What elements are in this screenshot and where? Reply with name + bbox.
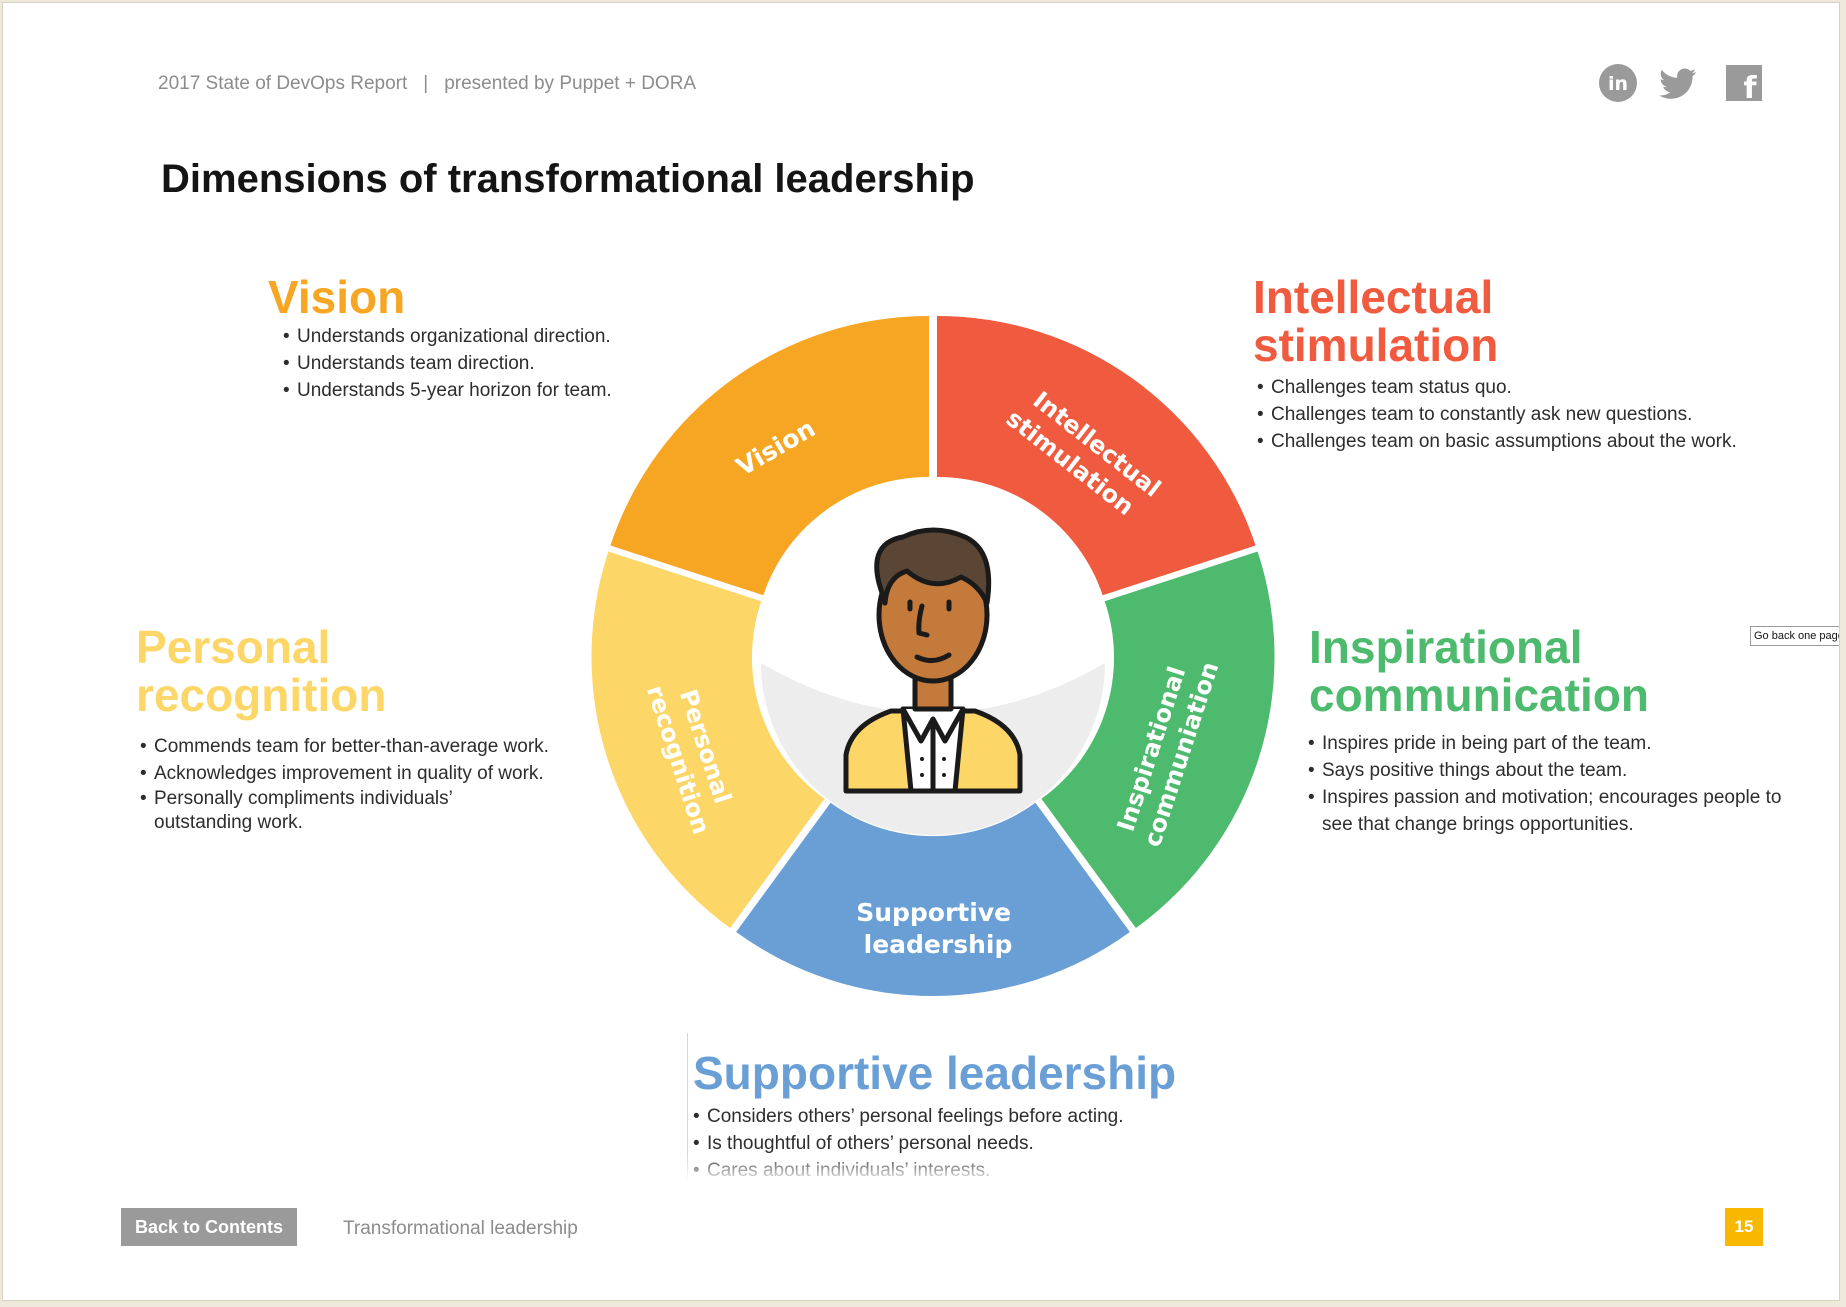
facebook-glyph: f xyxy=(1743,71,1757,101)
list-item: Inspires passion and motivation; encoura… xyxy=(1308,784,1792,838)
inspirational-bullets: Inspires pride in being part of the team… xyxy=(1308,730,1792,838)
vision-heading-text: Vision xyxy=(268,271,406,323)
personal-heading-line1: Personal xyxy=(136,621,331,673)
intellectual-heading-line2: stimulation xyxy=(1253,319,1499,371)
vision-heading: Vision xyxy=(268,273,405,321)
personal-heading-line2: recognition xyxy=(136,669,387,721)
page-number: 15 xyxy=(1725,1208,1763,1246)
linkedin-glyph: in xyxy=(1608,73,1628,95)
list-item: Acknowledges improvement in quality of w… xyxy=(140,760,590,787)
intellectual-heading: Intellectual stimulation xyxy=(1253,273,1498,369)
intellectual-heading-line1: Intellectual xyxy=(1253,271,1494,323)
list-item: Is thoughtful of others’ personal needs. xyxy=(693,1130,1123,1157)
list-item: Understands organizational direction. xyxy=(283,323,612,350)
wheel-segment-vision xyxy=(610,315,929,596)
leader-avatar-icon xyxy=(843,527,1023,794)
wheel-segment-intellectual xyxy=(937,315,1256,596)
vision-bullets: Understands organizational direction. Un… xyxy=(283,323,612,404)
list-item: Personally compliments individuals’ outs… xyxy=(140,787,494,835)
list-item: Understands team direction. xyxy=(283,350,612,377)
list-item: Says positive things about the team. xyxy=(1308,757,1792,784)
inspirational-heading: Inspirational communication xyxy=(1309,623,1649,719)
section-name: Transformational leadership xyxy=(343,1218,578,1239)
wheel-segment-inspirational xyxy=(1041,551,1275,928)
report-presenter: presented by Puppet + DORA xyxy=(444,73,697,94)
wheel-segment-personal xyxy=(591,551,825,928)
facebook-icon[interactable]: f xyxy=(1726,65,1762,101)
linkedin-icon[interactable]: in xyxy=(1598,63,1638,103)
wheel-segment-supportive xyxy=(736,802,1130,996)
back-to-contents-button[interactable]: Back to Contents xyxy=(121,1208,297,1246)
inspirational-heading-line1: Inspirational xyxy=(1309,621,1583,673)
list-item: Challenges team on basic assumptions abo… xyxy=(1257,428,1737,455)
intellectual-bullets: Challenges team status quo. Challenges t… xyxy=(1257,374,1737,455)
header-separator: | xyxy=(423,73,429,94)
report-header: 2017 State of DevOps Report | presented by… xyxy=(158,73,696,95)
twitter-icon[interactable] xyxy=(1658,63,1698,103)
supportive-heading: Supportive leadership xyxy=(693,1049,1176,1097)
supportive-heading-text: Supportive leadership xyxy=(693,1047,1177,1099)
list-item: Challenges team status quo. xyxy=(1257,374,1737,401)
divider-line xyxy=(687,1033,688,1178)
list-item: Considers others’ personal feelings befo… xyxy=(693,1103,1123,1130)
wheel-label-supportive: Supportive leadership xyxy=(856,898,1020,959)
list-item: Challenges team to constantly ask new qu… xyxy=(1257,401,1737,428)
scroll-fade xyxy=(683,1153,1183,1183)
list-item: Inspires pride in being part of the team… xyxy=(1308,730,1792,757)
leadership-wheel: Vision Intellectual stimulation Inspirat… xyxy=(591,315,1275,996)
list-item: Commends team for better-than-average wo… xyxy=(140,733,590,760)
personal-bullets: Commends team for better-than-average wo… xyxy=(140,733,590,835)
personal-heading: Personal recognition xyxy=(136,623,386,719)
tooltip: Go back one page xyxy=(1750,626,1839,646)
inspirational-heading-line2: communication xyxy=(1309,669,1649,721)
page-title: Dimensions of transformational leadershi… xyxy=(161,157,975,201)
list-item: Understands 5-year horizon for team. xyxy=(283,377,612,404)
report-name: 2017 State of DevOps Report xyxy=(158,73,408,94)
